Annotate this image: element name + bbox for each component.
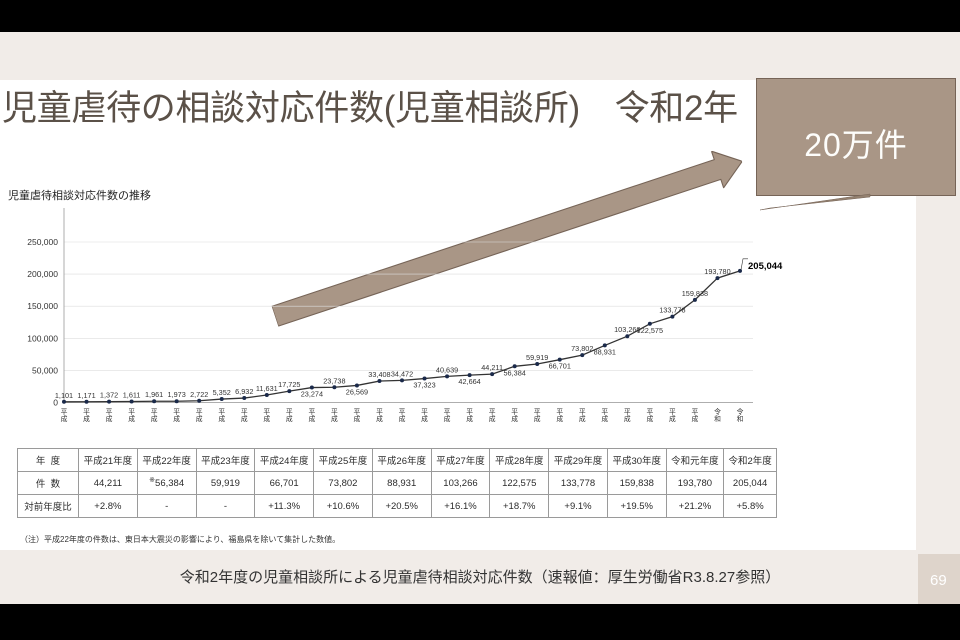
svg-text:193,780: 193,780 [704, 267, 730, 276]
svg-text:159,838: 159,838 [682, 289, 708, 298]
svg-text:平成13年度: 平成13年度 [308, 408, 315, 422]
svg-text:平成22年度: 平成22年度 [511, 408, 518, 422]
svg-text:平成19年度: 平成19年度 [444, 408, 451, 422]
svg-text:平成7年度: 平成7年度 [173, 408, 180, 422]
svg-text:平成8年度: 平成8年度 [196, 408, 203, 422]
svg-text:5,352: 5,352 [213, 388, 231, 397]
svg-text:37,323: 37,323 [413, 381, 435, 390]
svg-text:59,919: 59,919 [526, 353, 548, 362]
svg-text:平成28年度: 平成28年度 [646, 408, 653, 422]
svg-text:26,569: 26,569 [346, 387, 368, 396]
svg-text:平成23年度: 平成23年度 [534, 408, 541, 422]
svg-text:平成18年度: 平成18年度 [421, 408, 428, 422]
svg-text:200,000: 200,000 [27, 269, 58, 279]
svg-text:23,274: 23,274 [301, 390, 323, 399]
svg-text:23,738: 23,738 [323, 376, 345, 385]
svg-text:1,611: 1,611 [123, 390, 141, 399]
svg-text:平成27年度: 平成27年度 [624, 408, 631, 422]
svg-text:6,932: 6,932 [235, 387, 253, 396]
svg-text:122,575: 122,575 [637, 326, 663, 335]
svg-text:1,171: 1,171 [77, 391, 95, 400]
svg-text:平成10年度: 平成10年度 [241, 408, 248, 422]
svg-text:133,778: 133,778 [659, 306, 685, 315]
svg-text:平成25年度: 平成25年度 [579, 408, 586, 422]
svg-text:平成15年度: 平成15年度 [354, 408, 361, 422]
svg-text:50,000: 50,000 [32, 365, 58, 375]
svg-text:1,961: 1,961 [145, 390, 163, 399]
svg-text:88,931: 88,931 [594, 347, 616, 356]
svg-text:平成11年度: 平成11年度 [263, 408, 270, 422]
svg-text:平成2年度: 平成2年度 [61, 408, 68, 422]
svg-text:40,639: 40,639 [436, 365, 458, 374]
svg-text:平成5年度: 平成5年度 [128, 408, 135, 422]
svg-text:2,722: 2,722 [190, 390, 208, 399]
svg-text:平成20年度: 平成20年度 [466, 408, 473, 422]
svg-text:平成9年度: 平成9年度 [218, 408, 225, 422]
svg-text:平成14年度: 平成14年度 [331, 408, 338, 422]
svg-text:34,472: 34,472 [391, 369, 413, 378]
svg-text:73,802: 73,802 [571, 344, 593, 353]
svg-text:44,211: 44,211 [481, 363, 503, 372]
svg-text:1,973: 1,973 [168, 390, 186, 399]
svg-text:平成12年度: 平成12年度 [286, 408, 293, 422]
svg-text:11,631: 11,631 [256, 384, 278, 393]
svg-text:平成3年度: 平成3年度 [83, 408, 90, 422]
svg-text:平成16年度: 平成16年度 [376, 408, 383, 422]
svg-text:平成4年度: 平成4年度 [106, 408, 113, 422]
svg-text:100,000: 100,000 [27, 333, 58, 343]
svg-text:250,000: 250,000 [27, 237, 58, 247]
svg-text:平成6年度: 平成6年度 [151, 408, 158, 422]
svg-text:66,701: 66,701 [549, 362, 571, 371]
svg-text:平成30年度: 平成30年度 [692, 408, 699, 422]
svg-text:平成29年度: 平成29年度 [669, 408, 676, 422]
svg-text:平成24年度: 平成24年度 [556, 408, 563, 422]
svg-text:1,101: 1,101 [55, 391, 73, 400]
svg-text:平成26年度: 平成26年度 [601, 408, 608, 422]
svg-text:令和2年度: 令和2年度 [737, 407, 744, 422]
svg-text:17,725: 17,725 [278, 380, 300, 389]
svg-text:42,664: 42,664 [458, 377, 480, 386]
svg-text:平成21年度: 平成21年度 [489, 408, 496, 422]
svg-text:205,044: 205,044 [748, 261, 783, 272]
svg-text:33,408: 33,408 [368, 370, 390, 379]
svg-text:平成17年度: 平成17年度 [399, 408, 406, 422]
svg-text:150,000: 150,000 [27, 301, 58, 311]
svg-text:令和元年度: 令和元年度 [714, 407, 721, 422]
svg-text:1,372: 1,372 [100, 391, 118, 400]
svg-text:56,384: 56,384 [504, 368, 526, 377]
